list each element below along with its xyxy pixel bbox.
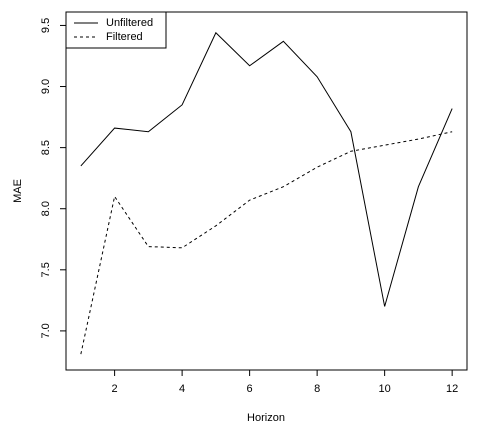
series-line [80,131,453,355]
y-tick-label: 8.5 [40,140,52,155]
legend-label: Filtered [106,31,143,43]
x-tick-label: 8 [314,383,320,395]
y-tick-label: 9.0 [40,79,52,94]
x-tick-label: 4 [179,383,185,395]
x-axis-label: Horizon [247,412,285,424]
legend-label: Unfiltered [106,17,153,29]
y-axis-label: MAE [12,179,24,203]
y-tick-label: 9.5 [40,18,52,33]
y-tick-label: 7.0 [40,323,52,338]
legend-box [65,11,167,49]
plot-frame [65,11,468,371]
series-line [80,31,453,307]
y-tick-label: 8.0 [40,201,52,216]
x-tick-label: 12 [446,383,458,395]
x-tick-label: 10 [379,383,391,395]
x-tick-label: 6 [247,383,253,395]
x-tick-label: 2 [112,383,118,395]
y-tick-label: 7.5 [40,262,52,277]
